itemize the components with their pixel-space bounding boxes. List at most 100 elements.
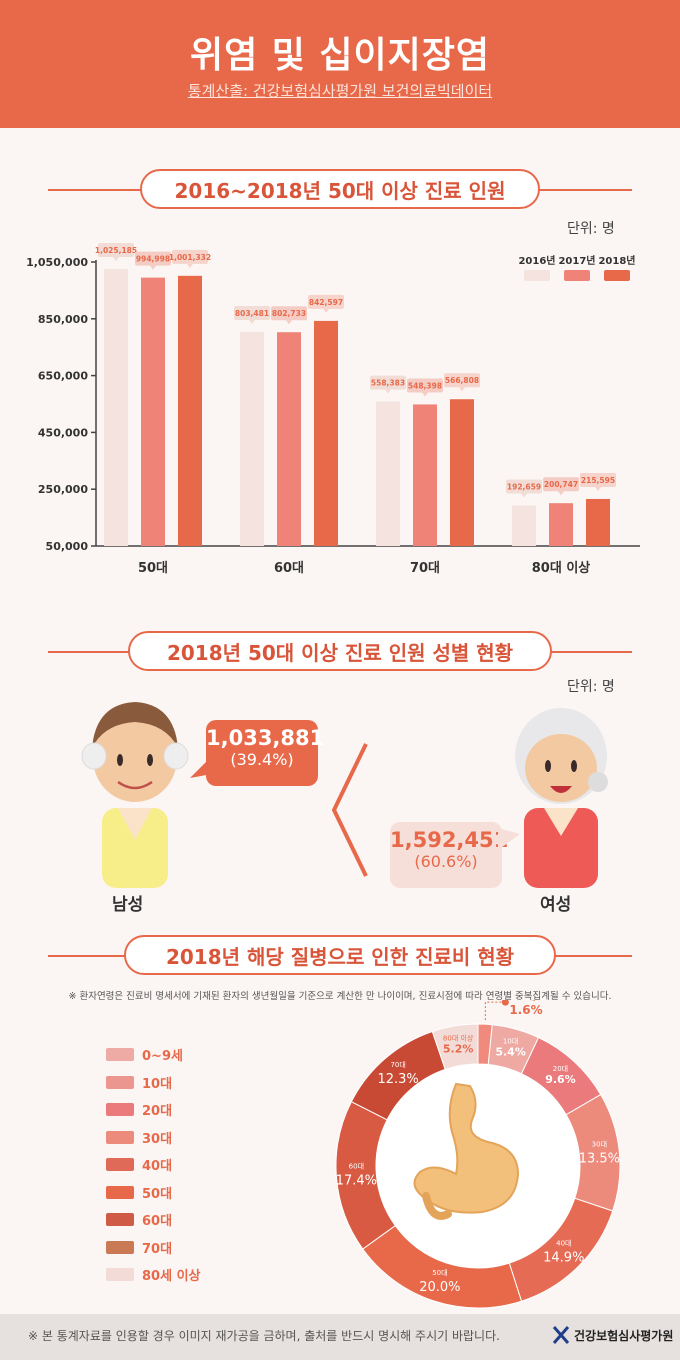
value-label-bg (580, 472, 616, 487)
bar-2017년-70대 (413, 404, 437, 546)
cost-legend-item: 50대 (106, 1182, 201, 1202)
cost-legend-item: 20대 (106, 1099, 201, 1119)
value-label-bg (271, 306, 307, 321)
section-title-cost: 2018년 해당 질병으로 인한 진료비 현황 (124, 935, 556, 975)
value-label-pointer (459, 387, 465, 392)
bar-2018년-70대 (450, 399, 474, 546)
cost-legend-label: 60대 (142, 1214, 173, 1229)
legend-label: 2016년 (518, 254, 555, 267)
donut-slice-80대 이상 (431, 1023, 479, 1071)
x-tick-label: 60대 (274, 561, 304, 576)
legend-swatch (524, 270, 550, 281)
donut-slice-value: 13.5% (579, 1152, 620, 1167)
cost-legend: 0~9세 10대 20대 30대 40대 50대 60대 70대 80세 이상 (106, 1044, 201, 1292)
donut-leader-dot (501, 1000, 509, 1006)
cost-legend-label: 70대 (142, 1241, 173, 1257)
cost-legend-swatch (106, 1075, 134, 1089)
cost-legend-label: 50대 (142, 1186, 173, 1202)
patients-bar-chart: 50,000 250,000 450,000 650,000 850,000 1,050,… (26, 243, 640, 576)
donut-slice-value: 1.6% (509, 1003, 542, 1017)
section-title-gender: 2018년 50대 이상 진료 인원 성별 현황 (128, 631, 552, 671)
value-label-pointer (150, 265, 156, 270)
bar-2016년-60대 (240, 332, 264, 546)
value-label-pointer (323, 308, 329, 313)
donut-slice-name: 0~9세 (513, 1000, 535, 1002)
legend-label: 2017년 (558, 254, 595, 267)
male-count: 1,033,881 (206, 726, 325, 750)
donut-slice-value: 5.2% (443, 1043, 474, 1056)
value-label: 842,597 (309, 298, 343, 307)
y-tick-label: 650,000 (38, 370, 88, 383)
cost-legend-swatch (106, 1103, 134, 1116)
legend-swatch (604, 270, 630, 281)
donut-slice-name: 10대 (503, 1037, 518, 1045)
male-label: 남성 (112, 895, 144, 915)
comparison-symbol (331, 743, 368, 877)
donut-slice-name: 50대 (432, 1269, 447, 1277)
value-label: 566,808 (445, 376, 479, 385)
value-label-bg (407, 378, 443, 393)
donut-slice-value: 17.4% (336, 1173, 377, 1188)
legend-label: 2018년 (598, 254, 635, 267)
unit-label: 단위: 명 (567, 221, 615, 237)
value-label-pointer (286, 320, 292, 325)
cost-legend-label: 30대 (142, 1131, 173, 1147)
cost-legend-item: 0~9세 (106, 1044, 201, 1064)
bar-2018년-50대 (178, 275, 202, 546)
value-label-bg (135, 251, 171, 266)
donut-slice-value: 5.4% (495, 1045, 526, 1058)
y-tick-label: 50,000 (46, 540, 89, 553)
cost-legend-swatch (106, 1158, 134, 1171)
value-label-pointer (187, 263, 193, 268)
header-banner (0, 0, 680, 128)
section-title-patients: 2016~2018년 50대 이상 진료 인원 (140, 169, 540, 209)
donut-slice-value: 12.3% (377, 1072, 418, 1087)
footer-notice: ※ 본 통계자료를 인용할 경우 이미지 재가공을 금하며, 출처를 반드시 명… (28, 1329, 500, 1343)
bar-2018년-80대 이상 (586, 498, 610, 546)
value-label: 802,733 (272, 309, 306, 318)
bar-2016년-80대 이상 (512, 505, 536, 546)
bar-2016년-50대 (104, 269, 128, 546)
value-label: 548,398 (408, 381, 442, 390)
value-label: 200,747 (544, 480, 578, 489)
bar-2016년-70대 (376, 401, 400, 546)
male-percent: (39.4%) (230, 750, 294, 769)
source-link[interactable]: 통계산출: 건강보험심사평가원 보건의료빅데이터 (187, 82, 493, 100)
footer (0, 1314, 680, 1360)
value-label-bg (172, 249, 208, 264)
cost-legend-swatch (106, 1240, 134, 1254)
cost-legend-item: 30대 (106, 1127, 201, 1147)
female-count: 1,592,451 (390, 828, 509, 852)
female-elder-illustration (515, 708, 608, 888)
value-label-bg (506, 479, 542, 494)
donut-slice-name: 70대 (390, 1061, 405, 1069)
male-count-bubble: 1,033,881 (39.4%) (206, 720, 325, 786)
y-tick-label: 850,000 (38, 313, 88, 326)
cost-legend-item: 40대 (106, 1154, 201, 1174)
value-label-pointer (521, 493, 527, 498)
stomach-illustration (413, 1082, 520, 1220)
donut-slice-name: 80대 이상 (443, 1034, 474, 1043)
bar-2017년-50대 (141, 277, 165, 546)
value-label: 1,025,185 (95, 246, 137, 255)
cost-legend-label: 0~9세 (142, 1049, 183, 1064)
donut-slice-value: 20.0% (419, 1280, 460, 1295)
value-label-pointer (422, 392, 428, 397)
cost-legend-label: 80세 이상 (142, 1269, 201, 1284)
x-tick-label: 80대 이상 (532, 560, 591, 576)
legend-swatch (564, 270, 590, 281)
male-bubble-tail (190, 756, 212, 778)
cost-legend-swatch (106, 1185, 134, 1199)
cost-legend-item: 10대 (106, 1072, 201, 1092)
value-label-bg (308, 294, 344, 309)
donut-slice-name: 30대 (592, 1141, 607, 1149)
cost-legend-label: 20대 (142, 1104, 173, 1119)
value-label: 192,659 (507, 482, 541, 491)
value-label-pointer (385, 389, 391, 394)
donut-slice-value: 14.9% (543, 1251, 584, 1266)
y-tick-label: 1,050,000 (26, 256, 88, 269)
page-title: 위염 및 십이지장염 (189, 35, 491, 76)
cost-legend-label: 10대 (142, 1076, 173, 1092)
value-label-bg (444, 373, 480, 388)
